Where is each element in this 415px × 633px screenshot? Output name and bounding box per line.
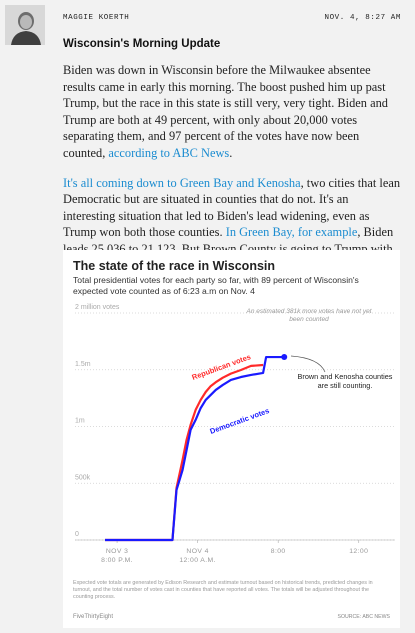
timestamp: NOV. 4, 8:27 AM — [324, 14, 401, 22]
y-tick-label: 0 — [75, 531, 79, 538]
annotation: Brown and Kenosha counties are still cou… — [297, 372, 393, 390]
chart-subtitle: Total presidential votes for each party … — [73, 275, 359, 296]
series-label: Democratic votes — [209, 406, 271, 436]
author-avatar — [5, 5, 45, 45]
annotation-arrow — [290, 355, 326, 373]
series-line — [105, 363, 264, 542]
link[interactable]: In Green Bay, for example — [225, 225, 358, 240]
x-tick-label: 12:00 — [349, 548, 368, 555]
chart-card: 0 500k 1m 1.5m 2 million votes NOV 3 8:00 P.M.… — [63, 250, 400, 628]
post-title: Wisconsin's Morning Update — [63, 38, 221, 50]
author: MAGGIE KOERTH — [63, 14, 130, 22]
series-line — [105, 355, 285, 542]
annotation: An estimated 381k more votes have not ye… — [246, 308, 372, 323]
x-tick-label: NOV 3 — [106, 548, 128, 555]
y-tick-label: 500k — [75, 474, 91, 481]
x-tick-sublabel: 8:00 P.M. — [101, 557, 133, 564]
end-point — [281, 354, 288, 361]
text: Biden was down in Wisconsin before the M… — [63, 63, 388, 160]
y-tick-label: 2 million votes — [75, 304, 120, 311]
text: , two cities that lean Democratic but ar… — [63, 175, 401, 240]
avatar-image — [5, 5, 45, 45]
y-tick-label: 1.5m — [75, 361, 91, 368]
chart-title: The state of the race in Wisconsin — [73, 259, 276, 273]
link[interactable]: according to ABC News — [108, 145, 230, 160]
post-body: Biden was down in Wisconsin before the M… — [63, 62, 401, 287]
link[interactable]: It's all coming down to Green Bay and Ke… — [63, 175, 301, 190]
brand: FiveThirtyEight — [73, 614, 114, 620]
source: SOURCE: ABC NEWS — [337, 614, 390, 620]
chart: 0 500k 1m 1.5m 2 million votes NOV 3 8:00 P.M.… — [75, 304, 395, 564]
chart-note: Expected vote totals are generated by Ed… — [73, 580, 373, 601]
text: . — [229, 145, 233, 160]
y-tick-label: 1m — [75, 418, 85, 425]
x-tick-label: 8:00 — [271, 548, 286, 555]
x-tick-label: NOV 4 — [186, 548, 208, 555]
paragraph: Biden was down in Wisconsin before the M… — [63, 62, 401, 162]
x-tick-sublabel: 12:00 A.M. — [179, 557, 216, 564]
